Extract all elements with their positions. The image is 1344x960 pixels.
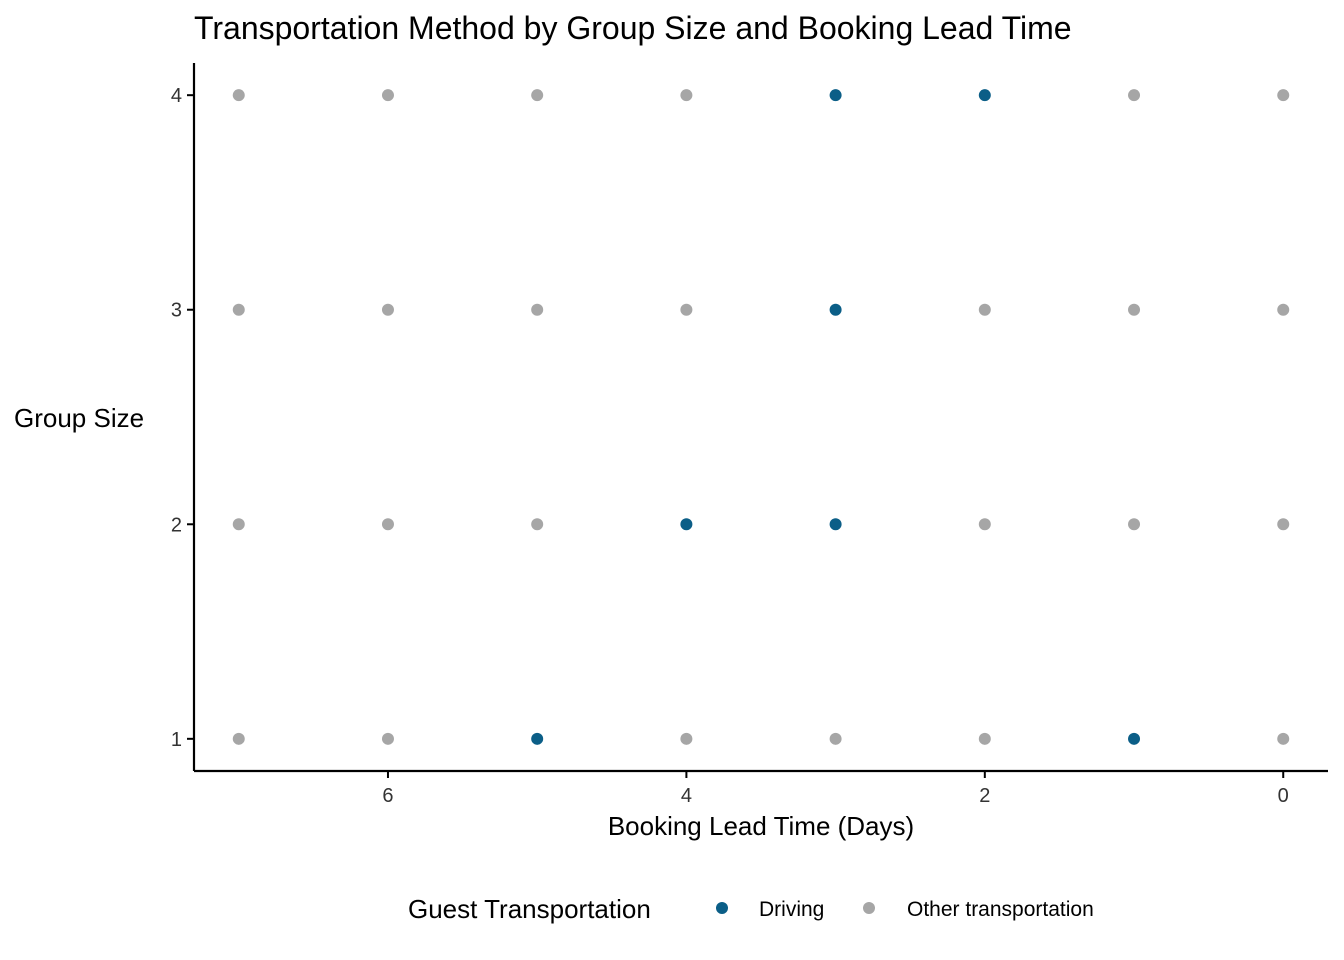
point-other-transportation-18 <box>1277 518 1290 531</box>
point-other-transportation-1 <box>381 89 394 102</box>
y-axis-title: Group Size <box>14 403 144 433</box>
point-other-transportation-16 <box>978 518 991 531</box>
point-driving-0 <box>829 89 842 102</box>
point-other-transportation-12 <box>1277 303 1290 316</box>
point-other-transportation-8 <box>531 303 544 316</box>
point-other-transportation-15 <box>531 518 544 531</box>
point-driving-2 <box>829 303 842 316</box>
legend: Guest Transportation Driving Other trans… <box>408 894 1094 924</box>
point-other-transportation-13 <box>232 518 245 531</box>
legend-label-driving: Driving <box>759 898 824 921</box>
legend-title: Guest Transportation <box>408 894 651 924</box>
point-other-transportation-7 <box>381 303 394 316</box>
point-other-transportation-22 <box>829 732 842 745</box>
point-other-transportation-21 <box>680 732 693 745</box>
points-layer <box>232 89 1290 745</box>
point-driving-1 <box>978 89 991 102</box>
point-other-transportation-9 <box>680 303 693 316</box>
point-driving-6 <box>1128 732 1141 745</box>
x-axis-ticks: 6 4 2 0 <box>382 771 1289 807</box>
point-other-transportation-5 <box>1277 89 1290 102</box>
point-other-transportation-23 <box>978 732 991 745</box>
y-tick-label-4: 4 <box>171 85 182 107</box>
x-tick-label-0: 0 <box>1278 785 1289 807</box>
point-other-transportation-6 <box>232 303 245 316</box>
point-other-transportation-4 <box>1128 89 1141 102</box>
point-other-transportation-24 <box>1277 732 1290 745</box>
point-other-transportation-14 <box>381 518 394 531</box>
y-axis-ticks: 1 2 3 4 <box>171 85 194 751</box>
chart-title: Transportation Method by Group Size and … <box>194 10 1072 46</box>
x-tick-label-4: 4 <box>681 785 692 807</box>
point-other-transportation-11 <box>1128 303 1141 316</box>
point-other-transportation-3 <box>680 89 693 102</box>
point-driving-5 <box>531 732 544 745</box>
point-other-transportation-2 <box>531 89 544 102</box>
point-other-transportation-19 <box>232 732 245 745</box>
x-tick-label-2: 2 <box>979 785 990 807</box>
x-tick-label-6: 6 <box>382 785 393 807</box>
x-axis-title: Booking Lead Time (Days) <box>608 811 914 841</box>
point-driving-4 <box>829 518 842 531</box>
point-other-transportation-17 <box>1128 518 1141 531</box>
legend-key-driving <box>716 902 728 914</box>
legend-label-other-transportation: Other transportation <box>907 898 1094 921</box>
point-other-transportation-20 <box>381 732 394 745</box>
point-other-transportation-0 <box>232 89 245 102</box>
y-tick-label-1: 1 <box>171 729 182 751</box>
y-tick-label-3: 3 <box>171 300 182 322</box>
point-other-transportation-10 <box>978 303 991 316</box>
point-driving-3 <box>680 518 693 531</box>
y-tick-label-2: 2 <box>171 514 182 536</box>
legend-key-other-transportation <box>863 902 875 914</box>
